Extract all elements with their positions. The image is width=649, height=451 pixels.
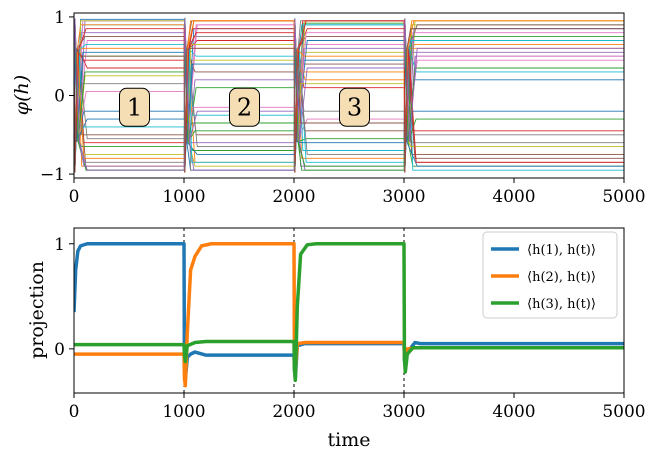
legend-frame: [482, 231, 618, 319]
top-y-ticks: −1 0 1: [40, 8, 74, 185]
unit-trace-line: [74, 28, 624, 173]
x-tick-label: 0: [69, 187, 80, 207]
legend-entry: ⟨h(1), h(t)⟩: [527, 243, 596, 258]
unit-traces: [74, 17, 624, 173]
projection-series-line: [74, 242, 624, 383]
y-tick-label: −1: [40, 165, 65, 185]
region-label-box: [119, 87, 150, 127]
y-tick-label: 1: [54, 8, 65, 28]
region-label-box: [229, 87, 260, 127]
bottom-x-ticks: 0 1000 2000 3000 4000 5000: [69, 393, 646, 422]
legend-entry: ⟨h(2), h(t)⟩: [527, 270, 596, 285]
x-tick-label: 0: [69, 402, 80, 422]
legend: ⟨h(1), h(t)⟩ ⟨h(2), h(t)⟩ ⟨h(3), h(t)⟩: [482, 231, 618, 319]
region-label-box: [339, 87, 370, 127]
x-tick-label: 5000: [602, 402, 645, 422]
unit-trace-line: [74, 18, 624, 155]
x-tick-label: 3000: [382, 402, 425, 422]
bottom-panel: 0 1000 2000 3000 4000 5000 01 projection time…: [26, 227, 646, 451]
x-tick-label: 2000: [272, 187, 315, 207]
x-tick-label: 5000: [602, 187, 645, 207]
bottom-x-axis-label: time: [328, 429, 371, 451]
y-tick-label: 0: [54, 87, 65, 107]
top-y-axis-label: φ(h): [11, 75, 33, 115]
bottom-plot-frame: [73, 227, 625, 394]
x-tick-label: 2000: [272, 402, 315, 422]
projection-series: [74, 242, 624, 388]
x-tick-label: 1000: [162, 402, 205, 422]
region-label: 1: [127, 93, 142, 121]
unit-trace-line: [74, 18, 624, 171]
region-label: 2: [237, 93, 252, 121]
x-tick-label: 4000: [492, 402, 535, 422]
bottom-y-axis-label: projection: [26, 261, 48, 359]
x-tick-label: 3000: [382, 187, 425, 207]
x-tick-label: 4000: [492, 187, 535, 207]
top-x-ticks: 0 1000 2000 3000 4000 5000: [69, 178, 646, 207]
region-annotations: 1 2 3: [119, 87, 370, 127]
region-label: 3: [347, 93, 362, 121]
x-tick-label: 1000: [162, 187, 205, 207]
bottom-y-ticks: 01: [54, 235, 74, 360]
legend-entry: ⟨h(3), h(t)⟩: [527, 297, 596, 312]
y-tick-label: 0: [54, 340, 65, 360]
y-tick-label: 1: [54, 235, 65, 255]
